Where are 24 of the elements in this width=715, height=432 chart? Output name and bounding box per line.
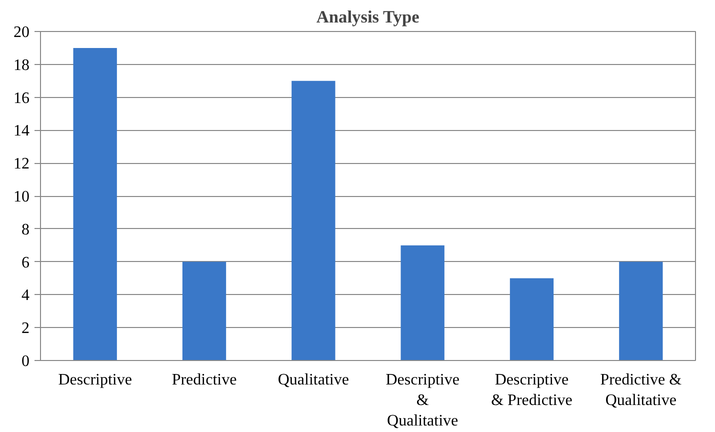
- bar: [510, 278, 554, 360]
- y-tick-label: 10: [14, 188, 30, 206]
- y-tick-label: 18: [14, 56, 30, 74]
- chart-title: Analysis Type: [316, 8, 420, 26]
- y-tick-label: 2: [22, 320, 30, 338]
- y-tick-label: 12: [14, 156, 30, 173]
- y-tick-label: 8: [22, 221, 30, 238]
- bar: [73, 48, 117, 360]
- bar: [182, 262, 226, 360]
- y-tick-label: 4: [22, 287, 30, 304]
- y-tick-label: 16: [14, 90, 30, 107]
- bar: [619, 262, 663, 360]
- x-tick-label: Descriptive & Predictive: [491, 372, 572, 409]
- bar: [292, 80, 336, 360]
- x-tick-label: Predictive & Qualitative: [600, 372, 682, 409]
- bar: [400, 245, 444, 360]
- y-tick-label: 20: [14, 24, 30, 41]
- x-tick-label: Qualitative: [278, 372, 349, 388]
- x-tick-label: Predictive: [172, 372, 237, 388]
- x-tick-label: Descriptive & Qualitative: [386, 372, 460, 430]
- x-tick-label: Descriptive: [58, 372, 132, 388]
- y-tick-label: 14: [14, 122, 30, 140]
- y-tick-label: 0: [22, 353, 30, 370]
- y-tick-label: 6: [22, 254, 30, 272]
